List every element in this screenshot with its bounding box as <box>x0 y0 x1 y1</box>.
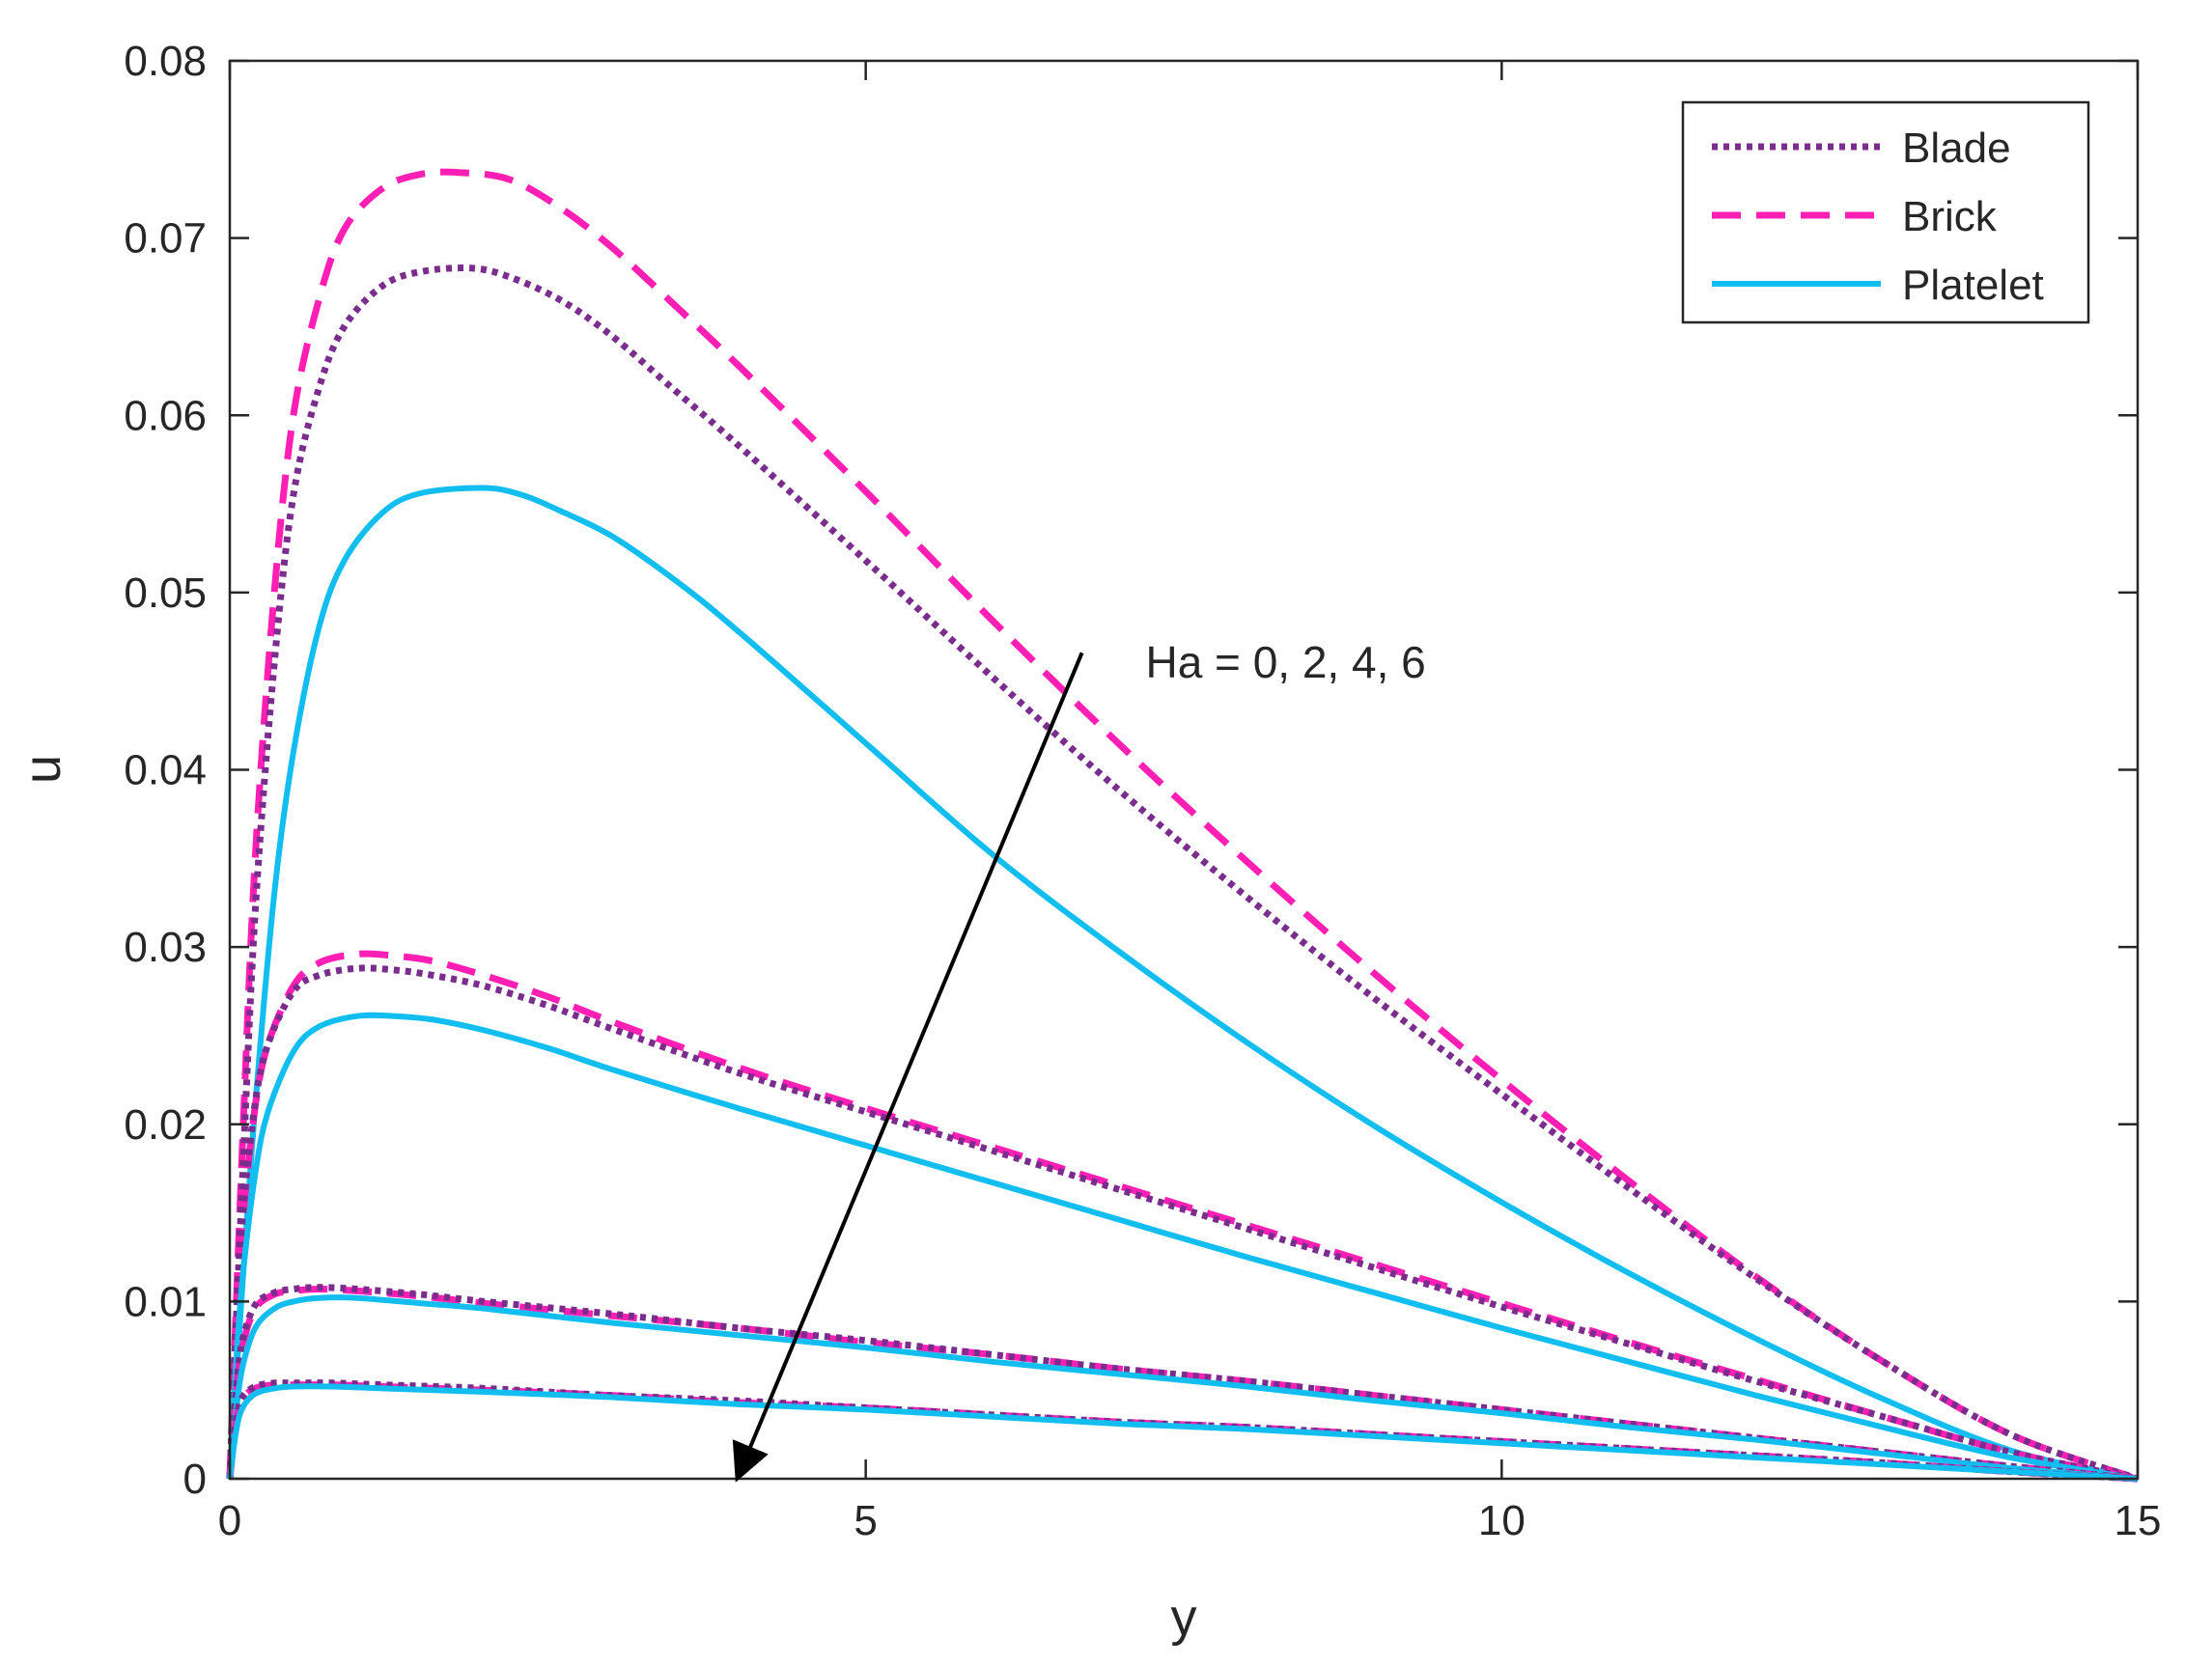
y-tick-label: 0.06 <box>124 392 207 439</box>
y-axis-label: u <box>14 755 71 784</box>
series-line-platelet-ha-4 <box>227 1294 2139 1482</box>
y-tick-label: 0.01 <box>124 1278 207 1325</box>
series-line-platelet-ha-6 <box>227 1383 2139 1482</box>
y-tick-label: 0.07 <box>124 215 207 263</box>
series-line-brick-ha-0 <box>226 168 2140 1483</box>
legend-label-brick: Brick <box>1902 193 1998 240</box>
series-layer <box>226 168 2140 1483</box>
annotation-text: Ha = 0, 2, 4, 6 <box>1145 637 1425 687</box>
y-tick-label: 0.08 <box>124 38 207 85</box>
y-tick-label: 0.04 <box>124 747 207 794</box>
y-tick-label: 0.03 <box>124 924 207 971</box>
series-line-platelet-ha-0 <box>227 485 2139 1482</box>
y-tick-label: 0.05 <box>124 569 207 617</box>
x-tick-label: 5 <box>854 1497 877 1544</box>
legend-label-platelet: Platelet <box>1902 262 2044 309</box>
x-tick-label: 10 <box>1478 1497 1526 1544</box>
series-line-brick-ha-2 <box>226 950 2139 1483</box>
x-axis-label: y <box>1171 1589 1197 1647</box>
series-line-blade-ha-2 <box>226 964 2139 1483</box>
y-tick-label: 0.02 <box>124 1101 207 1149</box>
y-tick-label: 0 <box>183 1456 207 1503</box>
annotation-layer: Ha = 0, 2, 4, 6 <box>732 637 1426 1483</box>
x-tick-label: 0 <box>218 1497 241 1544</box>
legend-label-blade: Blade <box>1902 125 2011 172</box>
series-line-blade-ha-0 <box>226 264 2140 1483</box>
series-line-platelet-ha-2 <box>227 1012 2139 1482</box>
legend: Blade Brick Platelet <box>1681 100 2090 324</box>
x-tick-label: 15 <box>2114 1497 2162 1544</box>
ticks-layer: 0 5 10 15 0 0.01 0.02 0.03 0.04 0.05 0.06 0.07 0.08 <box>124 38 2161 1544</box>
annotation-arrow <box>732 652 1084 1483</box>
